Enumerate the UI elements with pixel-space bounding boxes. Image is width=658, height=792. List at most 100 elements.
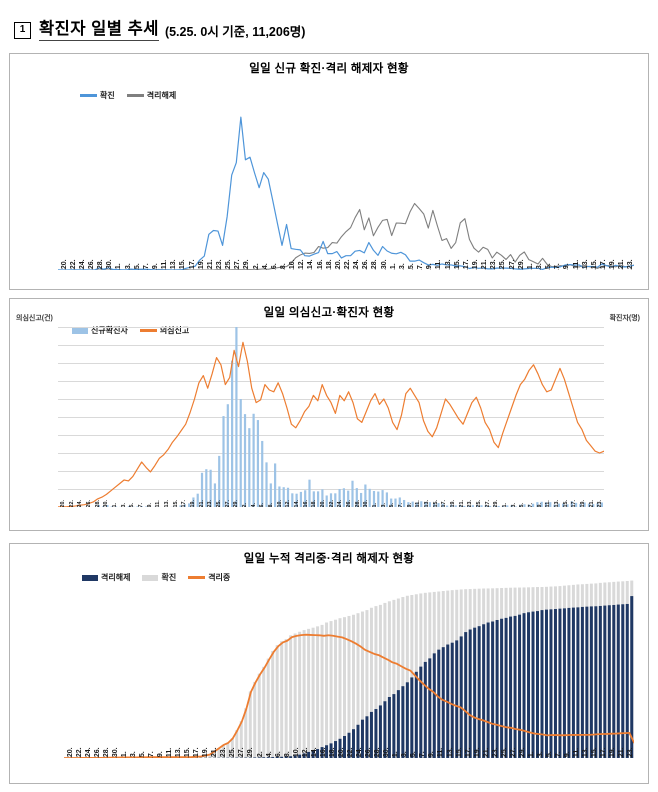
x-axis-tick-label: 2.17. <box>181 500 188 507</box>
x-axis-tick-label: 5.9. <box>563 263 571 270</box>
x-axis-tick-label: 2.23. <box>220 747 228 758</box>
x-axis-tick-label: 3.2. <box>256 751 264 758</box>
x-axis-tick-label: 5.9. <box>564 751 572 758</box>
x-axis-tick-label: 1.30. <box>106 259 114 270</box>
x-axis-tick-label: 1.24. <box>77 500 84 507</box>
x-axis-tick-label: 4.21. <box>482 747 490 758</box>
x-axis-tick-label: 4.15. <box>432 500 439 507</box>
gridline <box>58 489 604 490</box>
x-axis-tick-label: 1.22. <box>69 259 77 270</box>
x-axis-tick-label: 4.11. <box>437 747 445 758</box>
x-axis-tick-label: 4.19. <box>450 500 456 507</box>
x-axis-tick-label: 3.18. <box>328 747 336 758</box>
gridline <box>58 381 604 382</box>
x-axis-tick-label: 3.16. <box>302 500 309 507</box>
x-axis-tick-label: 2.27. <box>224 500 231 507</box>
chart2-series-svg <box>58 327 604 507</box>
x-axis-tick-label: 5.11. <box>572 259 580 270</box>
page-header: 1 확진자 일별 추세 (5.25. 0시 기준, 11,206명) <box>0 0 658 41</box>
x-axis-tick-label: 2.3. <box>129 751 137 758</box>
x-axis-tick-label: 4.7. <box>417 263 425 270</box>
x-axis-tick-label: 4.23. <box>491 747 499 758</box>
legend-label: 확진 <box>100 91 115 100</box>
x-axis-tick-label: 1.26. <box>87 259 95 270</box>
x-axis-tick-label: 5.15. <box>590 259 598 270</box>
x-axis-tick-label: 5.13. <box>554 500 560 507</box>
x-axis-tick-label: 3.14. <box>310 747 318 758</box>
x-axis-tick-label: 3.26. <box>362 259 370 270</box>
x-axis-tick-label: 2.15. <box>172 500 179 507</box>
x-axis-tick-label: 2.7. <box>147 751 155 758</box>
x-axis-tick-label: 3.4. <box>261 263 269 270</box>
x-axis-tick-label: 4.19. <box>473 747 481 758</box>
section-number-badge: 1 <box>14 22 31 39</box>
x-axis-tick-label: 1.28. <box>94 500 101 507</box>
x-axis-tick-label: 4.25. <box>500 747 508 758</box>
chart2-plot-area: 02,0004,0006,0008,00010,00012,00014,0001… <box>58 327 604 507</box>
x-axis-tick-label: 3.16. <box>319 747 327 758</box>
x-axis-tick-label: 5.15. <box>591 747 599 758</box>
x-axis-tick-label: 2.29. <box>243 259 251 270</box>
chart2-left-axis-caption: 의심신고(건) <box>16 315 53 322</box>
page-subtitle: (5.25. 0시 기준, 11,206명) <box>164 25 306 39</box>
x-axis-tick-label: 3.30. <box>363 500 370 507</box>
gridline <box>58 363 604 364</box>
chart2-right-axis-caption: 확진자(명) <box>609 315 640 322</box>
x-axis-tick-label: 1.24. <box>84 747 92 758</box>
x-axis-tick-label: 2.17. <box>193 747 201 758</box>
x-axis-tick-label: 4.29. <box>517 259 525 270</box>
x-axis-tick-label: 2.1. <box>115 263 123 270</box>
x-axis-tick-label: 4.3. <box>398 263 406 270</box>
chart3-title: 일일 누적 격리중·격리 해제자 현황 <box>243 553 415 565</box>
x-axis-tick-label: 2.13. <box>170 259 178 270</box>
x-axis-tick-label: 2.19. <box>190 500 196 507</box>
chart1-plot-area: 02505007501,0001.20.1.22.1.24.1.26.1.28.… <box>58 82 634 270</box>
x-axis-tick-label: 4.5. <box>410 751 418 758</box>
x-axis-tick-label: 2.21. <box>211 747 219 758</box>
x-axis-tick-label: 5.17. <box>599 259 607 270</box>
x-axis-tick-label: 2.21. <box>206 259 214 270</box>
x-axis-tick-label: 1.28. <box>102 747 110 758</box>
x-axis-tick-label: 4.19. <box>471 259 479 270</box>
gridline <box>58 327 604 328</box>
legend-item-1: 확진 <box>142 572 176 583</box>
x-axis-tick-label: 3.16. <box>316 259 324 270</box>
x-axis-tick-label: 5.21. <box>618 747 626 758</box>
legend-item-2: 격리중 <box>188 572 230 583</box>
x-axis-tick-label: 4.27. <box>508 259 516 270</box>
x-axis-tick-label: 3.28. <box>374 747 382 758</box>
x-axis-tick-label: 4.13. <box>444 259 452 270</box>
x-axis-tick-label: 4.23. <box>467 500 474 507</box>
chart2-legend: 신규확진자 의심신고 <box>72 325 189 336</box>
chart-daily-new-confirmed-recovered: 일일 신규 확진·격리 해제자 현황 확진 격리해제 02505007501,00… <box>9 53 649 290</box>
x-axis-tick-label: 2.25. <box>216 500 222 507</box>
x-axis-tick-label: 2.13. <box>164 500 170 507</box>
x-axis-tick-label: 3.2. <box>252 263 260 270</box>
x-axis-tick-label: 1.22. <box>75 747 83 758</box>
gridline <box>58 399 604 400</box>
x-axis-tick-label: 4.27. <box>484 500 491 507</box>
x-axis-tick-label: 4.25. <box>476 500 482 507</box>
x-axis-tick-label: 3.28. <box>371 259 379 270</box>
x-axis-tick-label: 2.5. <box>138 751 146 758</box>
x-axis-tick-label: 2.5. <box>133 263 141 270</box>
x-axis-tick-label: 1.20. <box>66 747 74 758</box>
x-axis-tick-label: 5.17. <box>600 747 608 758</box>
chart1-series-svg <box>58 116 634 270</box>
x-axis-tick-label: 5.23. <box>627 747 634 758</box>
gridline <box>58 345 604 346</box>
gridline <box>58 471 604 472</box>
x-axis-tick-label: 1.30. <box>111 747 119 758</box>
x-axis-tick-label: 5.19. <box>609 259 617 270</box>
legend-label: 격리해제 <box>101 573 131 582</box>
x-axis-tick-label: 1.20. <box>60 500 66 507</box>
chart3-plot-area: 02,0004,0006,0008,00010,00012,0001.20.1.… <box>64 568 634 758</box>
legend-swatch-icon <box>188 576 206 579</box>
x-axis-tick-label: 4.29. <box>518 747 526 758</box>
legend-swatch-icon <box>82 574 98 581</box>
x-axis-tick-label: 5.23. <box>627 259 634 270</box>
x-axis-tick-label: 3.26. <box>365 747 373 758</box>
legend-item-1: 격리해제 <box>126 90 176 101</box>
legend-swatch-icon <box>80 94 97 97</box>
x-axis-tick-label: 4.1. <box>389 263 397 270</box>
